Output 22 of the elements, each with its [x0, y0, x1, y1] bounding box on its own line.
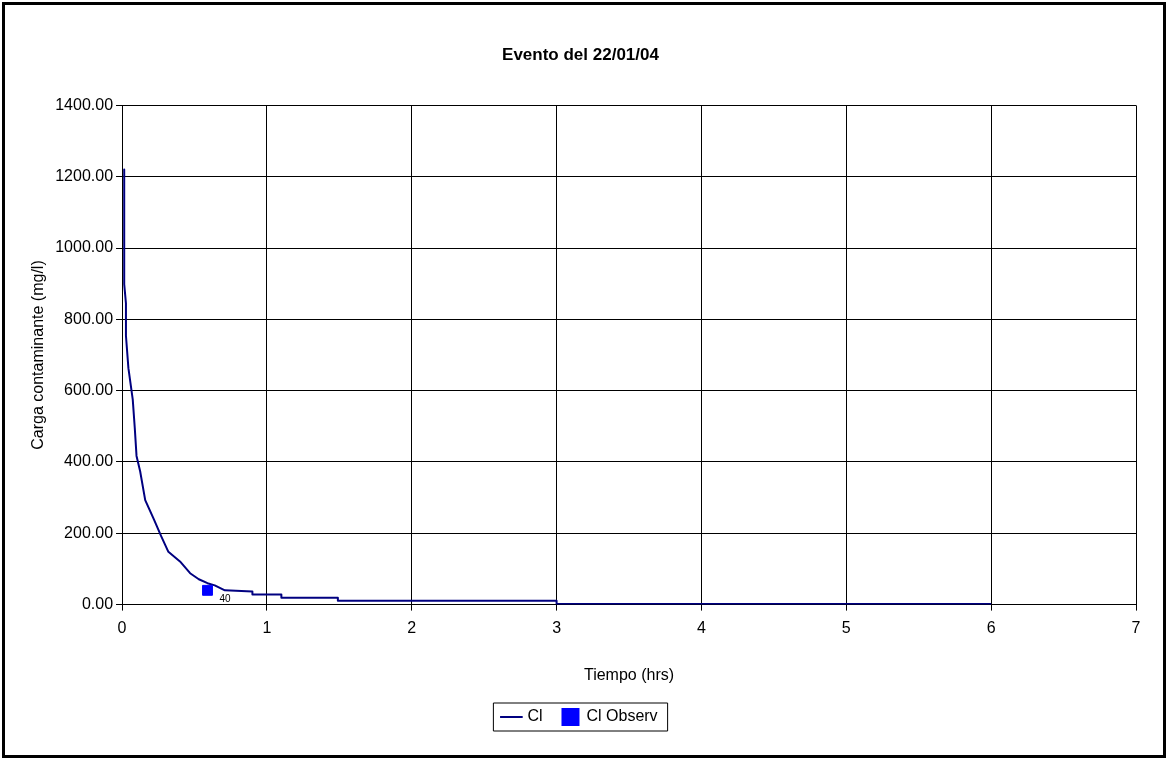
- y-axis-title: Carga contaminante (mg/l): [29, 260, 47, 450]
- legend-label: Cl: [527, 707, 543, 725]
- x-tick-label: 6: [986, 618, 996, 636]
- x-tick-label: 5: [841, 618, 851, 636]
- x-tick-label: 2: [407, 618, 417, 636]
- y-tick-label: 200.00: [64, 523, 114, 541]
- x-tick-label: 0: [117, 618, 127, 636]
- y-tick-label: 1000.00: [55, 238, 114, 256]
- y-tick-label: 400.00: [64, 452, 114, 470]
- x-tick-label: 1: [262, 618, 272, 636]
- x-tick-label: 7: [1131, 618, 1141, 636]
- x-tick-label: 3: [552, 618, 562, 636]
- y-tick-label: 1400.00: [55, 95, 114, 113]
- x-tick-label: 4: [696, 618, 706, 636]
- y-tick-label: 0.00: [81, 595, 114, 613]
- y-tick-label: 800.00: [64, 309, 114, 327]
- y-tick-label: 600.00: [64, 381, 114, 399]
- legend-label: Cl Observ: [586, 707, 658, 725]
- data-label: 40: [219, 593, 232, 605]
- chart-title: Evento del 22/01/04: [502, 44, 660, 64]
- y-tick-label: 1200.00: [55, 167, 114, 185]
- x-axis-title: Tiempo (hrs): [583, 665, 675, 683]
